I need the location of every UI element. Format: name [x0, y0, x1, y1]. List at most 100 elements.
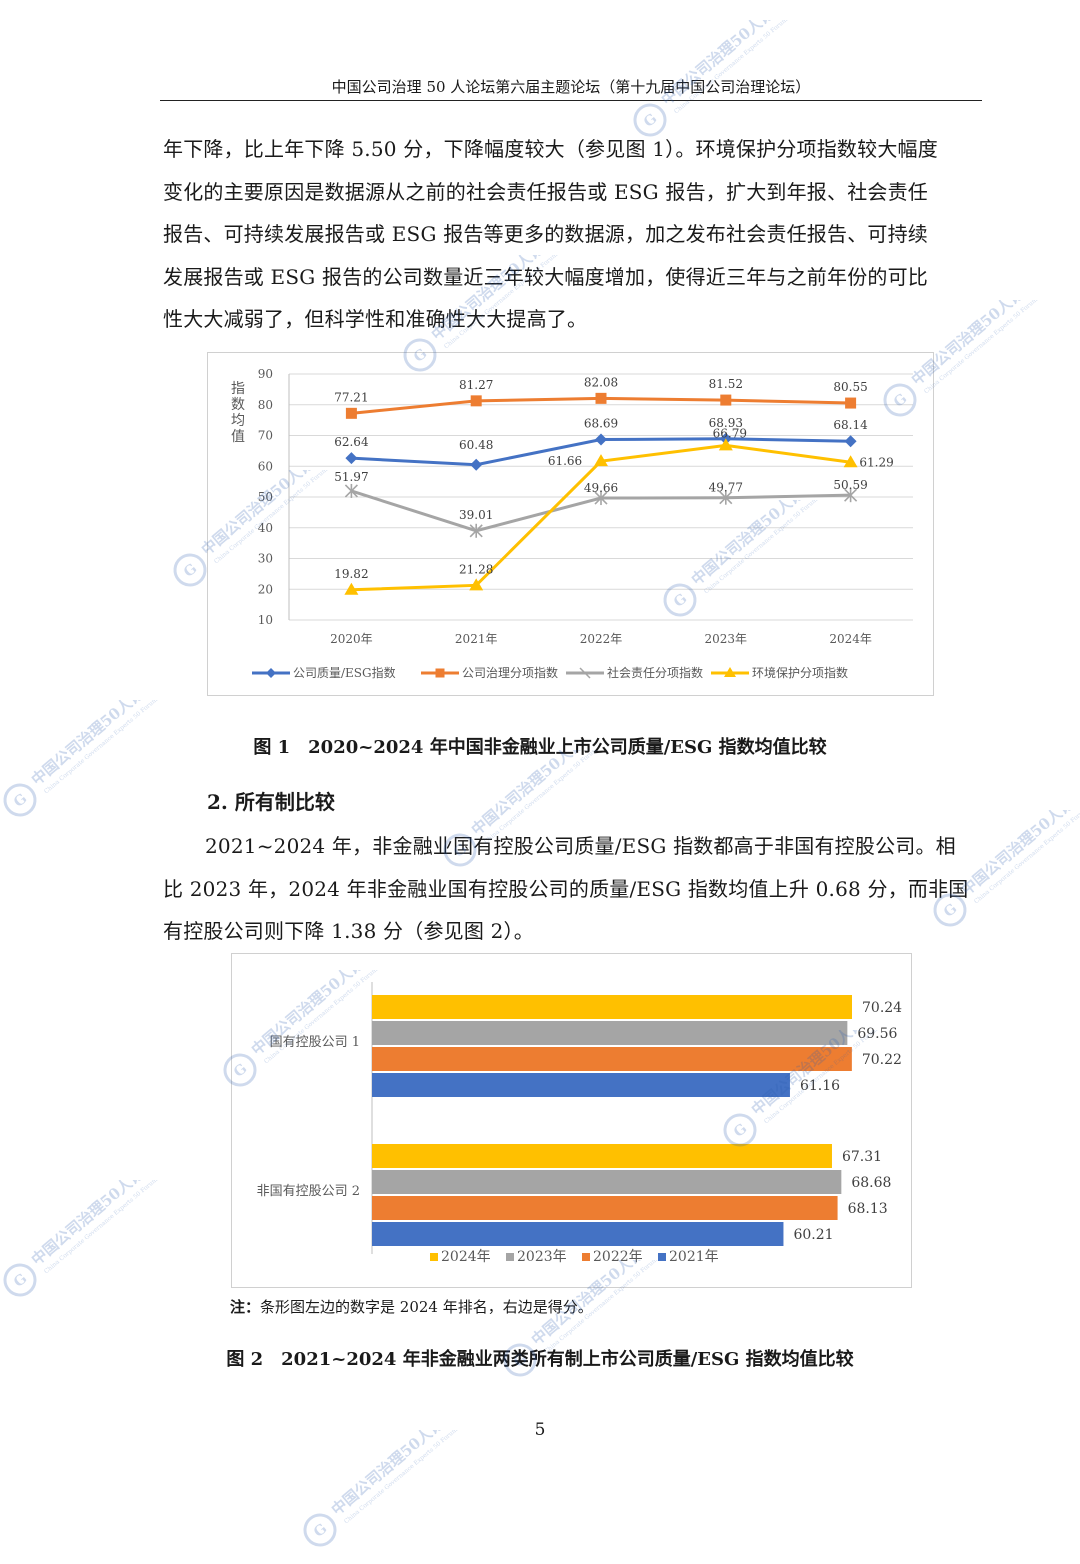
- legend-label: 公司质量/ESG指数: [293, 665, 396, 680]
- data-label: 81.52: [709, 377, 743, 391]
- y-tick-label: 70: [258, 429, 273, 443]
- data-label: 62.64: [334, 435, 369, 449]
- figure-2-chart-frame: 国有控股公司 1 70.24 69.56 70.22 61.16 非国有控股公司 2 67.…: [231, 953, 912, 1288]
- watermark-seal: [3, 783, 37, 817]
- watermark-text: 中国公司治理50人论坛: [28, 1180, 159, 1269]
- data-label: 61.66: [548, 454, 582, 468]
- paragraph-1-line: 性大大减弱了，但科学性和准确性大大提高了。: [163, 307, 588, 331]
- data-point: [469, 523, 483, 538]
- data-point: [344, 483, 358, 498]
- data-point: [720, 394, 732, 406]
- legend-swatch: [658, 1253, 666, 1261]
- bar: [372, 1170, 842, 1194]
- legend-label: 2022年: [593, 1249, 643, 1265]
- data-label: 82.08: [584, 375, 618, 389]
- bar: [372, 1222, 784, 1246]
- data-label: 68.14: [833, 418, 868, 432]
- watermark-subtext: China Corporate Governance Experts 50 Fo…: [973, 810, 1080, 905]
- data-label: 49.66: [584, 481, 618, 495]
- paragraph-1-line: 变化的主要原因是数据源从之前的社会责任报告或 ESG 报告，扩大到年报、社会责任: [163, 179, 928, 204]
- legend-label: 2024年: [441, 1249, 491, 1265]
- y-tick-label: 80: [258, 398, 273, 412]
- data-label: 61.16: [800, 1078, 840, 1094]
- data-label: 50.59: [833, 478, 867, 492]
- paragraph-1-line: 年下降，比上年下降 5.50 分，下降幅度较大（参见图 1）。环境保护分项指数较…: [163, 137, 938, 161]
- data-label: 61.29: [859, 455, 893, 469]
- x-tick-label: 2024年: [829, 632, 872, 646]
- legend-swatch: [506, 1253, 514, 1261]
- data-label: 70.22: [862, 1052, 902, 1068]
- paragraph-2-line: 2021~2024 年，非金融业国有控股公司质量/ESG 指数都高于非国有控股公…: [205, 834, 956, 858]
- legend-swatch: [430, 1253, 438, 1261]
- data-point: [344, 582, 359, 595]
- y-tick-label: 30: [258, 552, 273, 566]
- data-label: 80.55: [833, 380, 867, 394]
- data-point: [345, 452, 358, 465]
- bar: [372, 1021, 848, 1045]
- data-label: 66.79: [713, 426, 747, 440]
- y-tick-label: 60: [258, 459, 273, 473]
- data-point: [594, 491, 608, 506]
- figure-2-bar-chart: 国有控股公司 1 70.24 69.56 70.22 61.16 非国有控股公司 2 67.…: [257, 982, 902, 1265]
- figure-1-chart-frame: 10 20 30 40 50 60 70 80 90 指数均值 2020年 2021年 2022年 202…: [207, 352, 934, 696]
- category-label: 国有控股公司 1: [270, 1035, 360, 1050]
- y-axis-label-char: 指: [231, 381, 245, 397]
- data-label: 68.93: [709, 416, 743, 430]
- watermark-text: 中国公司治理50人论坛: [328, 1430, 459, 1519]
- series-line: [351, 443, 851, 592]
- legend-label: 公司治理分项指数: [462, 665, 558, 680]
- data-label: 49.77: [709, 481, 743, 495]
- legend-label: 环境保护分项指数: [752, 665, 848, 680]
- page-number: 5: [534, 1420, 546, 1440]
- y-tick-label: 90: [258, 367, 273, 381]
- x-tick-label: 2020年: [330, 632, 373, 646]
- watermark-subtext: China Corporate Governance Experts 50 Fo…: [343, 1430, 459, 1525]
- paragraph-1-line: 发展报告或 ESG 报告的公司数量近三年较大幅度增加，使得近三年与之前年份的可比: [163, 264, 928, 289]
- watermark-seal: [3, 1263, 37, 1297]
- watermark-subtext: China Corporate Governance Experts 50 Fo…: [673, 20, 789, 115]
- figure-2-caption: 图 2 2021~2024 年非金融业两类所有制上市公司质量/ESG 指数均值比…: [226, 1349, 854, 1370]
- legend-marker: [579, 667, 591, 679]
- data-label: 60.48: [459, 438, 493, 452]
- bar: [372, 1196, 838, 1220]
- bar: [372, 1047, 852, 1071]
- data-label: 69.56: [857, 1026, 897, 1042]
- data-point: [718, 438, 733, 451]
- figure-1-caption: 图 1 2020~2024 年中国非金融业上市公司质量/ESG 指数均值比较: [253, 737, 827, 758]
- figure-1-line-chart: 10 20 30 40 50 60 70 80 90 指数均值 2020年 2021年 2022年 202…: [231, 367, 913, 680]
- legend-label: 2021年: [669, 1249, 719, 1265]
- legend-label: 2023年: [517, 1249, 567, 1265]
- data-label: 68.69: [584, 417, 618, 431]
- watermark-subtext: China Corporate Governance Experts 50 Fo…: [43, 1180, 159, 1275]
- paragraph-1-line: 报告、可持续发展报告或 ESG 报告等更多的数据源，加之发布社会责任报告、可持续: [163, 222, 928, 246]
- legend-marker: [266, 668, 276, 678]
- paragraph-2-line: 有控股公司则下降 1.38 分（参见图 2）。: [163, 919, 534, 943]
- legend-marker: [724, 667, 736, 677]
- data-label: 70.24: [862, 1000, 902, 1016]
- data-label: 19.82: [334, 567, 368, 581]
- data-point: [595, 433, 607, 446]
- section-heading: 2. 所有制比较: [207, 790, 335, 814]
- x-tick-label: 2021年: [455, 632, 498, 646]
- y-axis-label-char: 均: [231, 413, 245, 429]
- paragraph-2-line: 比 2023 年，2024 年非金融业国有控股公司的质量/ESG 指数均值上升 …: [163, 876, 969, 901]
- category-label: 非国有控股公司 2: [257, 1184, 360, 1199]
- y-tick-label: 10: [258, 613, 273, 627]
- legend-marker: [435, 668, 445, 678]
- figure-2-note: 注：条形图左边的数字是 2024 年排名，右边是得分。: [230, 1296, 593, 1317]
- data-point: [845, 397, 857, 409]
- data-label: 21.28: [459, 562, 493, 576]
- data-point: [469, 578, 484, 591]
- bar: [372, 995, 852, 1019]
- watermark-seal-letter: G: [11, 791, 30, 811]
- watermark-seal: [173, 553, 207, 587]
- data-point: [595, 392, 607, 404]
- legend-label: 社会责任分项指数: [607, 665, 703, 680]
- data-label: 77.21: [334, 390, 368, 404]
